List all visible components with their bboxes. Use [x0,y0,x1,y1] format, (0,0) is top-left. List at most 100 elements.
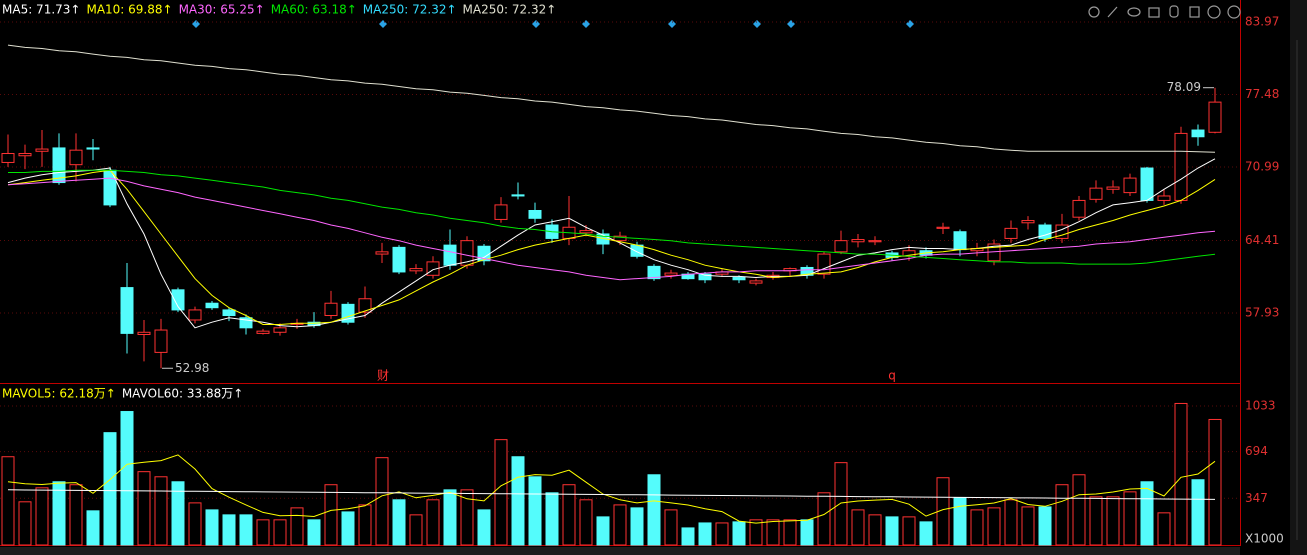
volume-bar [766,519,780,546]
y-tick-label: 694 [1245,444,1268,458]
candle-body [1123,177,1137,194]
volume-bar [698,522,712,546]
event-marker[interactable] [192,20,200,28]
candle-body [35,148,49,152]
candle-body [664,272,678,276]
candle-body [171,289,185,311]
volume-bar [630,507,644,546]
volume-bar [1208,418,1222,546]
volume-bar [970,509,984,546]
volume-bar [834,462,848,546]
draw-icon[interactable] [1107,6,1118,18]
volume-bar [1157,512,1171,546]
volume-bar [732,521,746,546]
range-icon[interactable] [1189,6,1200,18]
candle-body [1,153,15,163]
volume-bar [562,484,576,546]
candle-body [1208,101,1222,133]
ma-line [7,454,1216,524]
volume-bar [1021,506,1035,546]
event-marker[interactable] [532,20,540,28]
volume-bar [341,511,355,546]
candle-body [69,149,83,166]
legend-entry: MA10: 69.88↑ [86,3,172,17]
y-tick-label: 1033 [1245,399,1276,413]
volume-bar [715,522,729,546]
volume-bar [1174,402,1188,546]
event-marker[interactable] [668,20,676,28]
volume-bar [1089,496,1103,546]
event-marker[interactable] [753,20,761,28]
volume-bar [783,519,797,546]
settings-icon[interactable] [1088,6,1100,18]
volume-bar [18,501,32,546]
volume-bar [545,492,559,546]
volume-bar [919,521,933,546]
tab-bar[interactable] [0,547,1240,555]
candle-body [1174,132,1188,201]
legend-entry: MA30: 65.25↑ [179,3,265,17]
toolbar [1088,5,1241,19]
y-tick-label: 83.97 [1245,15,1279,29]
candle-body [239,317,253,329]
candle-body [647,265,661,280]
volume-bar [239,514,253,546]
volume-bar [120,411,134,546]
volume-bar [443,489,457,546]
view-icon[interactable] [1127,7,1141,17]
candle-body [375,251,389,255]
side-panel [1290,0,1307,555]
candle-body [1038,224,1052,239]
zoom-in-icon[interactable] [1207,5,1221,19]
volume-bar [154,476,168,546]
volume-bar [1191,479,1205,546]
high-label: 78.09 [1167,80,1201,94]
volume-bar [460,489,474,546]
volume-bar [987,507,1001,546]
ma-line [7,44,1216,153]
y-tick-label: 77.48 [1245,87,1279,101]
candle-body [936,226,950,229]
candle-body [817,253,831,275]
candle-body [732,277,746,281]
candle-body [528,209,542,219]
volume-bar [86,510,100,546]
candle-body [188,309,202,321]
candle-body [358,298,372,313]
volume-bar [800,519,814,546]
volume-bar [426,499,440,546]
candle-body [749,280,763,284]
volume-bar [1055,484,1069,546]
annotation: 财 [377,369,389,383]
candle-body [1191,129,1205,138]
y-tick-label: 57.93 [1245,305,1279,319]
legend-entry: MA60: 63.18↑ [271,3,357,17]
volume-bar [1038,506,1052,546]
volume-bar [1072,474,1086,546]
candle-body [137,331,151,336]
volume-bar [188,502,202,546]
volume-bar [868,514,882,546]
volume-bar [953,497,967,546]
candle-body [1072,199,1086,218]
volume-bar [477,509,491,546]
hand-icon[interactable] [1169,5,1179,18]
volume-bar [851,509,865,546]
candle-body [120,287,134,334]
candle-body [273,327,287,333]
volume-bar [103,432,117,546]
save-icon[interactable] [1148,7,1160,18]
volume-bar [511,456,525,546]
y-tick-label: 70.99 [1245,160,1279,174]
y-tick-label: 347 [1245,491,1268,505]
volume-bar [1,456,15,546]
zoom-out-icon[interactable] [1227,5,1241,19]
candle-body [86,147,100,150]
volume-bar [494,439,508,546]
candle-body [596,233,610,245]
volume-bar [222,514,236,546]
candle-body [52,147,66,184]
volume-bar [358,504,372,546]
candle-body [18,153,32,157]
